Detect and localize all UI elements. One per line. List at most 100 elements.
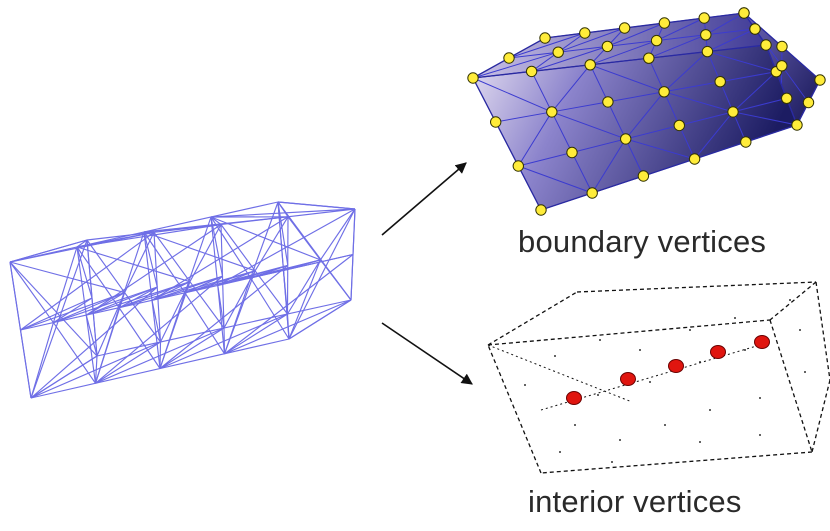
wireframe-edge (151, 216, 289, 301)
boundary-vertex (512, 160, 524, 172)
interior-dot (611, 461, 613, 463)
solid-edge (551, 111, 626, 140)
dashed-box-edge (769, 281, 817, 321)
boundary-vertices-label: boundary vertices (518, 224, 767, 259)
wireframe-edge (76, 223, 222, 248)
wireframe-edge (159, 264, 289, 369)
solid-edge (732, 71, 777, 113)
boundary-vertex (601, 40, 614, 53)
wireframe-edge (9, 261, 98, 357)
boundary-vertex (643, 52, 655, 64)
boundary-vertex (658, 17, 671, 29)
wireframe-edge (288, 259, 321, 340)
dashed-box-icon (487, 281, 830, 474)
solid-edge (590, 64, 665, 93)
wireframe-edge (9, 261, 54, 323)
wireframe-edge (254, 270, 288, 315)
wireframe-edge (20, 322, 54, 331)
interior-dot (649, 381, 651, 383)
wireframe-edge (151, 270, 256, 301)
boundary-vertex (650, 34, 663, 47)
wireframe-edge (9, 231, 155, 263)
boundary-vertex (602, 96, 614, 108)
solid-edge (472, 77, 552, 113)
wireframe-edge (286, 313, 290, 340)
solid-edge (707, 28, 756, 53)
wireframe-edge (94, 355, 98, 384)
solid-top-face (473, 13, 766, 78)
interior-dot (699, 361, 701, 363)
solid-edge (551, 64, 591, 113)
solid-edge (590, 40, 657, 66)
wireframe-edge (184, 264, 288, 294)
wireframe-edge (30, 239, 88, 399)
interior-dot (689, 329, 691, 331)
boundary-vertex (535, 204, 547, 216)
wireframe-edge (217, 208, 356, 286)
interior-dot (789, 299, 791, 301)
wireframe-edge (210, 216, 224, 277)
wireframe-edge (86, 239, 126, 293)
interior-dot (664, 424, 666, 426)
wireframe-edge (76, 246, 191, 283)
wireframe-edge (159, 341, 162, 369)
solid-edge (607, 22, 665, 47)
boundary-vertex (552, 46, 564, 58)
dashed-box-edge (769, 319, 813, 453)
dashed-box-edge (487, 319, 771, 346)
boundary-vertex (546, 106, 558, 118)
boundary-vertex (566, 146, 578, 159)
wireframe-edge (124, 232, 155, 293)
solid-edge (625, 138, 644, 177)
wireframe-edge (184, 216, 212, 293)
wireframe-edge (118, 275, 223, 309)
wireframe-edge (184, 275, 223, 294)
solid-edge (705, 28, 756, 36)
wireframe-edge (76, 246, 93, 299)
solid-edge (732, 97, 787, 113)
wireframe-edge (53, 314, 87, 324)
interior-dot (524, 384, 526, 386)
solid-edge (705, 12, 745, 36)
interior-dot (597, 394, 599, 396)
wireframe-edge (159, 327, 225, 369)
boundary-vertex (698, 12, 710, 24)
solid-edge (732, 111, 798, 126)
solid-edge (607, 91, 665, 103)
boundary-vertex (700, 29, 712, 41)
solid-edge (571, 152, 593, 194)
boundary-vertex (727, 106, 739, 118)
wireframe-edge (143, 231, 256, 272)
wireframe-edge (217, 285, 225, 329)
solid-edge (625, 124, 680, 140)
wireframe-edge (53, 286, 158, 324)
solid-edge (678, 125, 696, 160)
boundary-vertex (738, 7, 750, 19)
solid-edge (648, 57, 665, 93)
boundary-vertex (618, 22, 631, 34)
wireframe-edge (287, 259, 321, 315)
wireframe-edge (250, 253, 354, 279)
dashed-box-edge (576, 281, 817, 293)
boundary-vertex (701, 45, 714, 58)
wireframe-edge (277, 201, 356, 210)
solid-edge (656, 17, 705, 42)
interior-dot (759, 434, 761, 436)
wireframe-edge (217, 270, 256, 286)
boundary-vertex (776, 40, 788, 53)
wireframe-edge (95, 341, 161, 384)
solid-edge (720, 71, 777, 83)
boundary-vertex (579, 27, 591, 39)
solid-edge (571, 138, 626, 153)
interior-vertex (566, 391, 582, 405)
wireframe-edge (143, 231, 158, 288)
interior-vertices-label: interior vertices (528, 484, 742, 519)
wireframe-edge (277, 201, 352, 301)
boundary-vertex (760, 39, 772, 51)
interior-vertex (668, 359, 684, 373)
solid-edge (663, 91, 680, 126)
wireframe-edge (283, 259, 321, 272)
boundary-vertex (740, 136, 752, 148)
interior-vertex (754, 335, 770, 349)
